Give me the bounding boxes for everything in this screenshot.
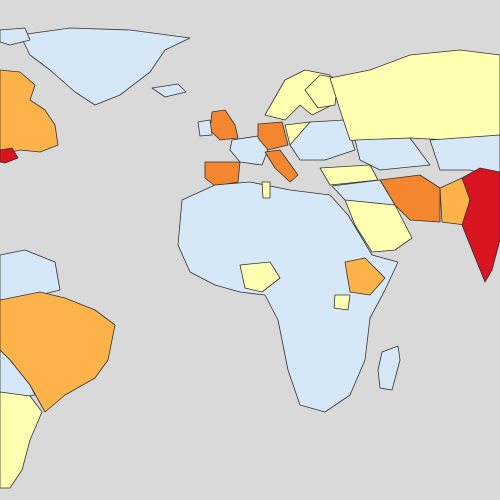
tanzania [333, 294, 351, 311]
madagascar [377, 345, 401, 391]
southern-cone [0, 349, 36, 399]
kazakhstan [354, 137, 431, 171]
greenland [19, 27, 191, 106]
argentina [0, 391, 43, 489]
tunisia [261, 181, 271, 199]
usa [0, 147, 19, 164]
africa [177, 181, 399, 413]
spain [204, 161, 241, 187]
italy [264, 149, 299, 183]
germany [257, 121, 289, 151]
ethiopia [344, 257, 386, 296]
canada-islands [0, 27, 31, 46]
northern-south-america [0, 249, 61, 301]
nigeria [239, 261, 281, 293]
india [461, 167, 500, 283]
ireland [197, 119, 213, 137]
iceland [151, 83, 187, 98]
saudi-arabia [344, 199, 413, 253]
